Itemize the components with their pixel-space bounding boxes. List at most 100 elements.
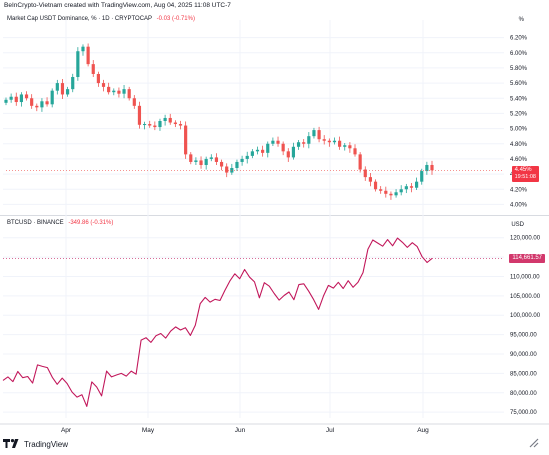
candle-body — [332, 140, 337, 143]
candle-body — [415, 181, 419, 188]
candle-body — [373, 181, 378, 190]
candle-body — [71, 77, 75, 90]
candle-body — [353, 148, 357, 155]
candle-body — [291, 146, 296, 158]
candle-body — [163, 117, 167, 121]
candle-body — [55, 83, 59, 91]
candle-body — [122, 89, 126, 94]
lower-pane-title: BTCUSD · BINANCE — [7, 220, 64, 226]
candle-body — [4, 99, 8, 103]
candle-body — [307, 136, 311, 144]
candle-body — [296, 142, 301, 147]
upper-y-tick-label: 5.60% — [510, 81, 528, 87]
candle-body — [189, 154, 193, 162]
lower-y-tick-label: 110,000.00 — [510, 274, 540, 280]
candle-body — [255, 149, 260, 152]
upper-y-tick-label: 5.80% — [510, 66, 528, 72]
candle-body — [76, 51, 80, 78]
candle-body — [60, 83, 65, 95]
candle-body — [142, 124, 147, 126]
lower-last-price-tag: 114,661.57 — [509, 253, 545, 263]
candle-body — [91, 64, 95, 74]
candle-body — [19, 94, 23, 103]
lower-last-value: 114,661.57 — [512, 254, 542, 261]
tradingview-logo[interactable]: TradingView — [3, 439, 68, 450]
candle-body — [112, 90, 116, 93]
candle-body — [430, 164, 434, 171]
candle-body — [389, 193, 393, 196]
candle-body — [101, 83, 106, 87]
upper-y-tick-label: 4.80% — [510, 142, 528, 148]
upper-pane-legend[interactable]: Market Cap USDT Dominance, % · 1D · CRYP… — [7, 16, 195, 22]
upper-y-tick-label: 5.40% — [510, 96, 528, 102]
lower-pane-unit: USD — [511, 222, 524, 228]
chart-attribution: BeInCrypto-Vietnam created with TradingV… — [4, 2, 231, 9]
candle-body — [81, 46, 85, 52]
candle-body — [184, 125, 188, 155]
candle-body — [194, 160, 198, 162]
candle-body — [107, 86, 111, 93]
candle-body — [266, 143, 270, 153]
candle-body — [358, 154, 362, 170]
lower-pane-legend[interactable]: BTCUSD · BINANCE -349.86 (-0.31%) — [7, 220, 113, 226]
lower-y-tick-label: 100,000.00 — [510, 313, 541, 319]
candle-body — [302, 142, 306, 144]
candle-body — [322, 139, 326, 141]
candle-body — [214, 157, 219, 162]
candle-body — [96, 73, 100, 84]
x-tick-label: Aug — [417, 427, 429, 434]
candle-body — [261, 149, 265, 153]
candle-body — [343, 145, 347, 147]
candle-body — [338, 140, 342, 147]
candle-body — [363, 169, 367, 178]
upper-pane-change: -0.03 (-0.71%) — [156, 16, 195, 22]
upper-y-tick-label: 4.60% — [510, 157, 528, 163]
candle-body — [137, 105, 142, 125]
lower-y-tick-label: 95,000.00 — [510, 333, 537, 339]
candle-body — [219, 161, 224, 167]
upper-last-value: 4.45% — [514, 167, 532, 174]
candle-body — [312, 130, 316, 137]
candle-body — [225, 166, 229, 173]
upper-y-tick-label: 4.20% — [510, 187, 528, 193]
x-tick-label: May — [142, 427, 155, 434]
candle-body — [24, 94, 29, 99]
candle-body — [127, 89, 131, 99]
tradingview-logo-icon — [3, 439, 21, 450]
candle-body — [199, 160, 203, 165]
lower-y-tick-label: 85,000.00 — [510, 371, 537, 377]
upper-y-tick-label: 6.20% — [510, 36, 528, 42]
candle-body — [235, 161, 239, 169]
candle-body — [117, 90, 121, 94]
candle-body — [409, 186, 414, 188]
candle-body — [40, 101, 44, 108]
candle-body — [317, 130, 321, 140]
lower-y-tick-label: 120,000.00 — [510, 236, 541, 242]
x-tick-label: Jun — [235, 427, 246, 434]
lower-y-tick-label: 105,000.00 — [510, 294, 541, 300]
settings-corner-icon[interactable] — [527, 436, 541, 450]
candle-body — [148, 124, 152, 126]
candle-body — [9, 96, 13, 100]
btc-price-line — [2, 237, 433, 407]
upper-y-tick-label: 4.00% — [510, 202, 528, 208]
candle-body — [173, 122, 177, 125]
candle-body — [281, 143, 285, 152]
candle-body — [153, 125, 157, 128]
candle-body — [50, 90, 54, 105]
candle-body — [204, 158, 208, 165]
candle-body — [45, 101, 49, 105]
candle-body — [245, 155, 249, 159]
candle-body — [178, 124, 183, 126]
candle-body — [368, 177, 373, 182]
pane-divider[interactable] — [0, 215, 549, 216]
candle-body — [425, 164, 429, 172]
lower-y-tick-label: 80,000.00 — [510, 391, 537, 397]
lower-pane-change: -349.86 (-0.31%) — [68, 220, 114, 226]
bar-countdown: 19:51:08 — [514, 174, 536, 181]
candle-body — [250, 151, 254, 156]
candle-body — [420, 171, 424, 182]
upper-last-price-tag: 4.45% 19:51:08 — [511, 166, 539, 183]
candle-body — [379, 189, 383, 191]
